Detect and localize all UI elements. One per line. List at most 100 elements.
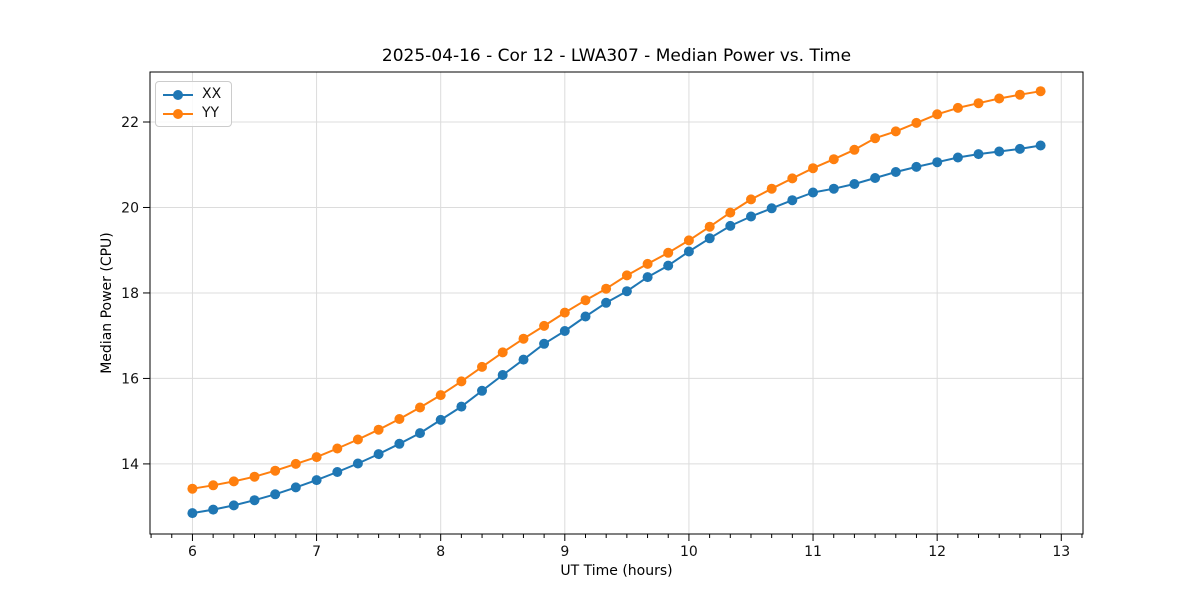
data-point-yy bbox=[746, 194, 756, 205]
data-point-yy bbox=[187, 483, 198, 494]
data-point-yy bbox=[1014, 89, 1025, 100]
data-point-yy bbox=[828, 154, 839, 165]
data-point-xx bbox=[1014, 143, 1025, 154]
data-point-yy bbox=[518, 333, 529, 344]
data-point-xx bbox=[208, 504, 219, 515]
data-point-xx bbox=[663, 260, 674, 271]
plot-border bbox=[149, 71, 1084, 535]
data-point-xx bbox=[704, 233, 715, 244]
data-point-xx bbox=[683, 246, 694, 257]
series-line-yy bbox=[191, 90, 1042, 490]
data-point-xx bbox=[973, 149, 984, 160]
legend-item-yy: YY bbox=[163, 104, 221, 123]
x-tick-label: 8 bbox=[436, 544, 445, 560]
data-point-xx bbox=[911, 161, 922, 172]
data-point-xx bbox=[725, 220, 736, 231]
data-point-xx bbox=[249, 495, 260, 506]
data-point-yy bbox=[456, 376, 467, 387]
data-point-yy bbox=[332, 443, 343, 454]
data-point-yy bbox=[435, 390, 446, 401]
data-point-xx bbox=[270, 489, 281, 500]
data-point-xx bbox=[415, 428, 425, 439]
data-point-yy bbox=[683, 235, 694, 246]
data-point-yy bbox=[766, 183, 777, 194]
data-point-xx bbox=[849, 179, 860, 189]
data-point-xx bbox=[746, 211, 756, 222]
y-axis-label: Median Power (CPU) bbox=[99, 232, 115, 374]
data-point-yy bbox=[559, 307, 570, 318]
data-point-xx bbox=[994, 146, 1005, 157]
x-tick-label: 11 bbox=[804, 544, 822, 560]
legend-label-xx: XX bbox=[202, 86, 222, 102]
data-point-yy bbox=[704, 221, 715, 232]
data-point-yy bbox=[621, 270, 632, 281]
data-point-xx bbox=[932, 157, 943, 168]
data-point-yy bbox=[973, 98, 984, 109]
x-tick-label: 6 bbox=[188, 544, 197, 560]
x-tick-label: 10 bbox=[680, 544, 698, 560]
data-point-xx bbox=[621, 286, 632, 297]
data-point-yy bbox=[497, 347, 508, 358]
data-point-xx bbox=[497, 370, 508, 380]
legend-label-yy: YY bbox=[202, 105, 220, 121]
x-tick-label: 9 bbox=[560, 544, 569, 560]
data-point-yy bbox=[808, 163, 818, 174]
chart-title: 2025-04-16 - Cor 12 - LWA307 - Median Po… bbox=[381, 46, 852, 66]
data-point-yy bbox=[663, 247, 674, 258]
data-point-xx bbox=[828, 183, 839, 194]
data-point-yy bbox=[787, 173, 798, 184]
data-point-xx bbox=[311, 475, 322, 486]
data-point-yy bbox=[249, 471, 260, 482]
data-point-xx bbox=[559, 326, 570, 336]
legend-marker-icon bbox=[173, 89, 183, 100]
data-point-xx bbox=[642, 272, 653, 283]
data-point-yy bbox=[890, 126, 901, 137]
data-point-yy bbox=[994, 93, 1005, 104]
data-point-yy bbox=[932, 109, 943, 120]
data-point-xx bbox=[456, 401, 467, 412]
legend: XX YY bbox=[155, 81, 233, 127]
x-axis-label: UT Time (hours) bbox=[560, 563, 673, 579]
data-point-xx bbox=[1035, 140, 1046, 151]
data-point-xx bbox=[787, 195, 798, 206]
data-point-xx bbox=[477, 385, 487, 396]
data-point-yy bbox=[311, 452, 322, 463]
data-point-xx bbox=[580, 311, 591, 322]
data-point-xx bbox=[228, 500, 239, 511]
data-point-yy bbox=[725, 207, 736, 218]
data-point-xx bbox=[187, 508, 198, 519]
data-point-yy bbox=[228, 476, 239, 487]
data-point-xx bbox=[766, 203, 777, 214]
y-tick-label: 22 bbox=[121, 115, 139, 131]
data-point-yy bbox=[539, 320, 550, 331]
data-point-xx bbox=[394, 438, 405, 449]
data-point-yy bbox=[580, 295, 591, 306]
data-point-xx bbox=[332, 467, 343, 477]
x-tick-label: 7 bbox=[312, 544, 321, 560]
legend-sample-xx bbox=[163, 89, 193, 101]
legend-marker-icon bbox=[173, 108, 183, 119]
data-point-yy bbox=[415, 402, 425, 413]
data-point-xx bbox=[352, 458, 363, 469]
y-tick-label: 14 bbox=[121, 457, 139, 473]
x-tick-label: 13 bbox=[1052, 544, 1070, 560]
data-point-yy bbox=[952, 102, 963, 113]
data-point-yy bbox=[849, 144, 860, 155]
data-point-xx bbox=[808, 187, 818, 198]
data-point-yy bbox=[290, 458, 301, 469]
data-point-yy bbox=[352, 434, 363, 445]
data-point-yy bbox=[373, 424, 384, 435]
data-point-yy bbox=[870, 133, 881, 144]
data-point-xx bbox=[890, 167, 901, 177]
data-point-yy bbox=[394, 414, 405, 424]
data-point-xx bbox=[539, 338, 550, 349]
data-point-xx bbox=[870, 173, 881, 183]
data-point-yy bbox=[911, 117, 922, 128]
data-point-xx bbox=[373, 449, 384, 460]
data-point-xx bbox=[435, 414, 446, 425]
data-point-yy bbox=[1035, 86, 1046, 97]
legend-item-xx: XX bbox=[163, 85, 221, 104]
data-point-xx bbox=[290, 482, 301, 493]
